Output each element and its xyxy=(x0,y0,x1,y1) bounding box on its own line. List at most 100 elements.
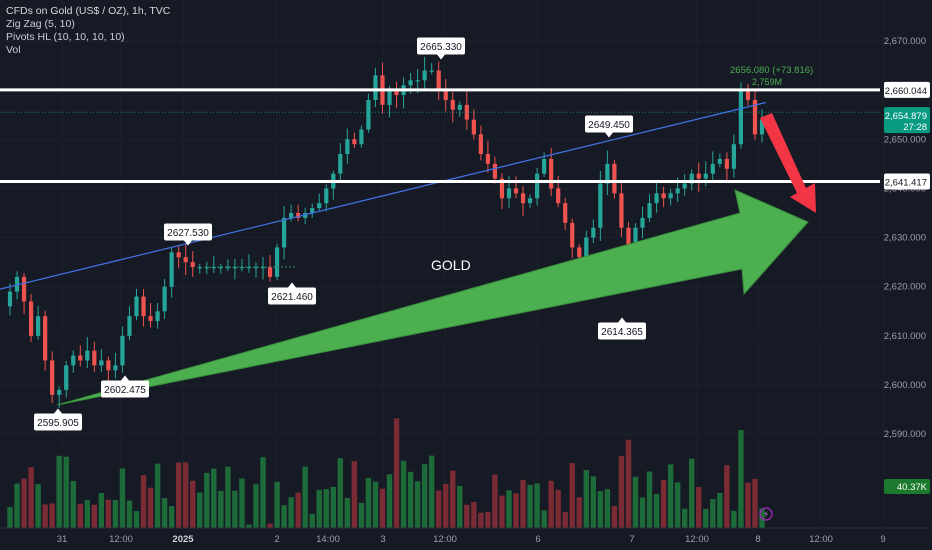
pivot-label-pointer xyxy=(605,132,613,138)
volume-bar xyxy=(330,486,336,528)
pivot-label: 2627.530 xyxy=(164,223,212,246)
volume-bar xyxy=(323,489,329,528)
y-tick-label: 2,630.000 xyxy=(884,233,926,244)
volume-bar xyxy=(457,485,463,528)
legend-title: CFDs on Gold (US$ / OZ), 1h, TVC xyxy=(6,5,171,17)
volume-bar xyxy=(548,480,554,528)
volume-bar xyxy=(562,512,568,528)
candle xyxy=(710,163,715,174)
candle xyxy=(197,267,202,269)
pivot-label: 2649.450 xyxy=(585,115,633,138)
pivot-label-pointer xyxy=(437,54,445,60)
volume-bar xyxy=(175,462,182,528)
volume-bar xyxy=(639,497,646,528)
chart-legend: CFDs on Gold (US$ / OZ), 1h, TVC Zig Zag… xyxy=(6,5,170,57)
y-tick-label: 2,670.000 xyxy=(884,36,926,47)
volume-bar xyxy=(379,488,386,528)
volume-bar xyxy=(351,461,358,528)
pivot-label: 2665.330 xyxy=(417,37,465,60)
volume-bar xyxy=(520,479,526,528)
pivot-label: 2614.365 xyxy=(598,317,646,340)
volume-bar xyxy=(168,506,175,528)
volume-bar xyxy=(225,466,231,528)
candle xyxy=(28,301,34,336)
candle xyxy=(141,296,146,317)
volume-bar xyxy=(618,456,625,528)
volume-bar xyxy=(471,501,477,528)
candle xyxy=(422,70,427,81)
volume-bar xyxy=(689,458,695,528)
candle xyxy=(647,203,652,218)
candle xyxy=(85,350,90,361)
x-tick-label: 12:00 xyxy=(433,534,457,545)
candle xyxy=(92,350,97,366)
candle xyxy=(246,267,252,269)
volume-bar xyxy=(534,483,540,528)
candle xyxy=(408,80,413,86)
volume-bar xyxy=(91,504,98,528)
volume-bar xyxy=(696,487,702,528)
candle xyxy=(162,286,167,312)
volume-bar xyxy=(646,471,653,528)
volume-bar xyxy=(246,524,252,528)
volume-bar xyxy=(506,490,512,528)
x-tick-label: 12:00 xyxy=(809,534,833,545)
candle xyxy=(731,144,736,169)
volume-bar xyxy=(253,484,259,528)
candle xyxy=(78,355,83,361)
candle xyxy=(556,188,561,204)
candle xyxy=(253,267,259,269)
candle xyxy=(296,213,301,218)
volume-bar xyxy=(288,497,294,528)
candle xyxy=(640,217,645,228)
volume-bar xyxy=(119,468,126,528)
legend-vol[interactable]: Vol xyxy=(6,44,21,56)
candle xyxy=(7,291,13,307)
volume-bar xyxy=(344,497,351,528)
candle xyxy=(598,183,603,228)
candle xyxy=(738,90,744,145)
event-marker-icon[interactable] xyxy=(759,507,773,521)
trendline xyxy=(0,101,767,290)
y-tick-label: 2,600.000 xyxy=(884,380,926,391)
pivot-label-pointer xyxy=(288,282,296,288)
pivot-label-box xyxy=(268,287,316,305)
candle xyxy=(169,252,174,287)
candle xyxy=(436,70,441,91)
volume-bar xyxy=(555,489,561,528)
volume-bar xyxy=(63,456,69,528)
volume-bar xyxy=(260,457,266,528)
volume-bar xyxy=(386,474,393,528)
volume-bar xyxy=(190,480,196,528)
high-label: 2656.080 (+73.816) xyxy=(730,65,813,76)
candle xyxy=(303,213,308,218)
candle xyxy=(190,262,195,268)
legend-pivots[interactable]: Pivots HL (10, 10, 10, 10) xyxy=(6,31,125,43)
candle xyxy=(549,158,554,189)
candle xyxy=(218,267,223,269)
candle xyxy=(577,247,582,258)
volume-bar xyxy=(499,495,505,528)
volume-bar xyxy=(204,472,210,528)
candle xyxy=(127,316,132,336)
pivot-label-box xyxy=(34,413,82,431)
candle xyxy=(36,316,41,336)
candle xyxy=(591,227,596,238)
x-tick-label: 12:00 xyxy=(109,534,133,545)
candle xyxy=(183,257,188,263)
level-tag-text: 2,641.417 xyxy=(885,177,927,188)
candle xyxy=(317,203,322,209)
candle xyxy=(443,90,448,100)
volume-bar xyxy=(611,505,618,528)
level-tag xyxy=(884,173,930,190)
volume-bar xyxy=(583,470,589,528)
candle xyxy=(120,335,125,366)
pivot-label-box xyxy=(598,322,646,340)
volume-bar xyxy=(281,505,287,528)
candle xyxy=(717,158,722,164)
candle xyxy=(345,139,350,155)
candle xyxy=(134,296,139,317)
volume-bar xyxy=(84,500,91,528)
legend-zigzag[interactable]: Zig Zag (5, 10) xyxy=(6,18,75,30)
